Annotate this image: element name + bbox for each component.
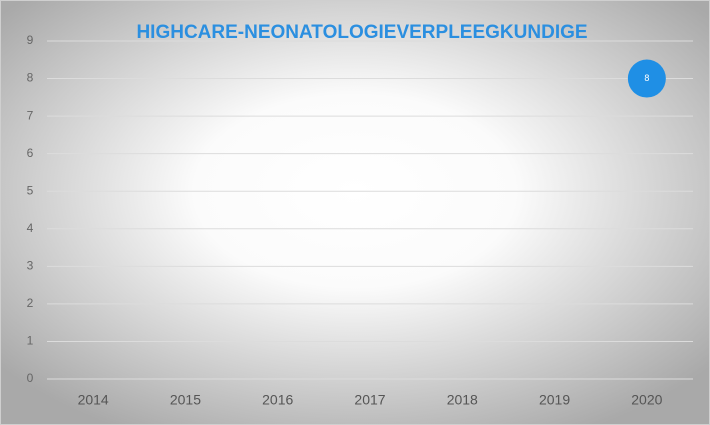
y-tick-label: 5 bbox=[27, 183, 34, 197]
x-tick-label: 2020 bbox=[631, 392, 662, 408]
y-tick-label: 0 bbox=[27, 371, 34, 385]
x-tick-label: 2017 bbox=[354, 392, 385, 408]
x-tick-label: 2019 bbox=[539, 392, 570, 408]
y-tick-label: 3 bbox=[27, 259, 34, 273]
y-tick-label: 9 bbox=[27, 33, 34, 47]
x-tick-label: 2014 bbox=[78, 392, 109, 408]
y-tick-label: 8 bbox=[27, 71, 34, 85]
y-tick-label: 6 bbox=[27, 146, 34, 160]
y-tick-label: 4 bbox=[27, 221, 34, 235]
data-label: 8 bbox=[644, 73, 649, 83]
data-point bbox=[627, 59, 666, 98]
y-tick-label: 7 bbox=[27, 108, 34, 122]
y-tick-label: 2 bbox=[27, 296, 34, 310]
y-tick-label: 1 bbox=[27, 334, 34, 348]
x-tick-label: 2018 bbox=[447, 392, 478, 408]
x-tick-label: 2015 bbox=[170, 392, 201, 408]
x-tick-label: 2016 bbox=[262, 392, 293, 408]
chart-title: HIGHCARE-NEONATOLOGIEVERPLEEGKUNDIGE bbox=[136, 22, 587, 43]
